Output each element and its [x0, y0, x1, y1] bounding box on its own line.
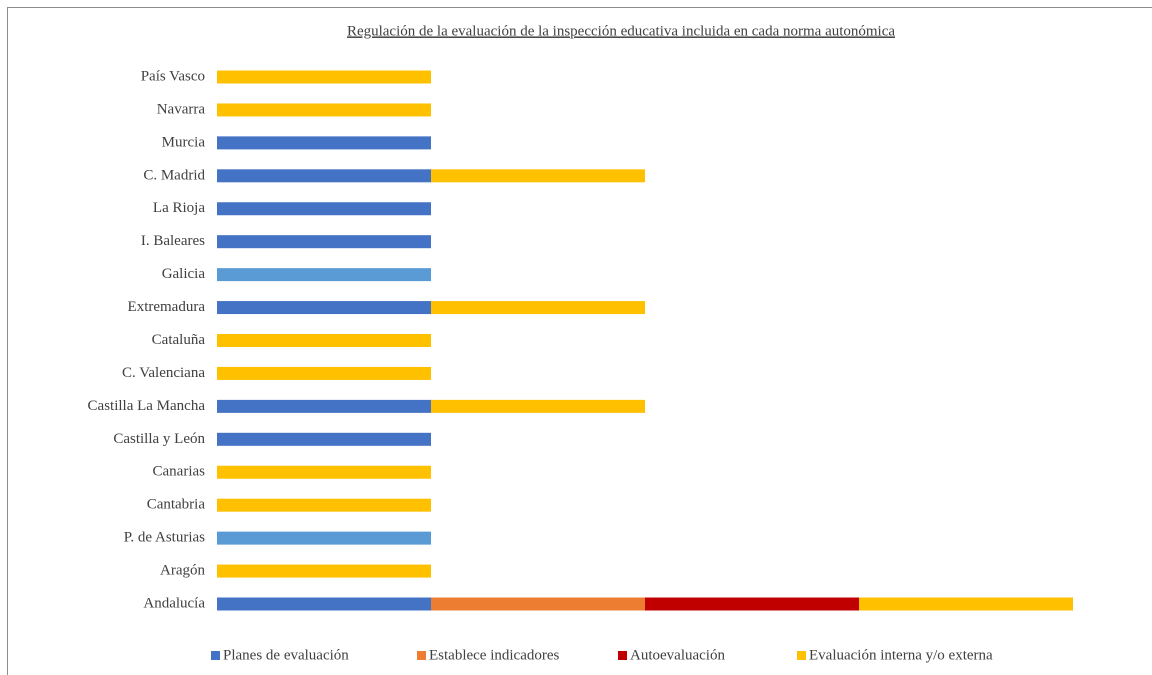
bar-segment — [217, 366, 431, 380]
y-tick-label: Murcia — [162, 134, 206, 150]
legend-label: Autoevaluación — [630, 647, 725, 663]
y-tick-label: C. Valenciana — [122, 365, 205, 381]
legend-label: Establece indicadores — [429, 647, 560, 663]
y-tick-label: I. Baleares — [141, 233, 205, 249]
bar-segment — [217, 531, 431, 545]
bar-segment — [431, 399, 645, 413]
bar-segment — [217, 136, 431, 150]
bar-segment — [217, 334, 431, 347]
y-tick-label: Cataluña — [152, 332, 206, 348]
bar-segment — [217, 465, 431, 479]
y-tick-label: Cantabria — [147, 497, 206, 513]
bar-segment — [217, 202, 431, 216]
bar-segment — [217, 103, 431, 117]
y-tick-label: P. de Asturias — [124, 530, 205, 546]
y-tick-label: Castilla La Mancha — [88, 398, 206, 414]
chart-title: Regulación de la evaluación de la inspec… — [347, 23, 895, 39]
y-tick-label: Castilla y León — [113, 431, 205, 447]
bar-segment — [217, 498, 431, 512]
bar-segment — [217, 235, 431, 249]
chart-frame — [7, 7, 1152, 675]
bar-segment — [217, 564, 431, 578]
bar-segment — [217, 70, 431, 84]
legend-swatch — [417, 651, 426, 660]
bar-segment — [217, 169, 431, 183]
legend-label: Evaluación interna y/o externa — [809, 647, 993, 663]
bar-segment — [217, 301, 431, 315]
bar-segment — [217, 597, 431, 611]
y-tick-label: País Vasco — [141, 68, 205, 84]
bar-segment — [645, 597, 859, 611]
legend-label: Planes de evaluación — [223, 647, 349, 663]
y-tick-label: Galicia — [162, 266, 206, 282]
legend-swatch — [618, 651, 627, 660]
bar-segment — [431, 597, 645, 611]
y-tick-label: Andalucía — [143, 595, 205, 611]
bar-segment — [217, 432, 431, 446]
bar-segment — [431, 301, 645, 315]
y-tick-label: Aragón — [160, 563, 205, 579]
legend-swatch — [797, 651, 806, 660]
bar-segment — [217, 399, 431, 413]
y-tick-label: La Rioja — [153, 200, 205, 216]
y-tick-label: Canarias — [153, 464, 206, 480]
y-tick-label: Extremadura — [128, 299, 206, 315]
y-tick-label: C. Madrid — [143, 167, 205, 183]
y-tick-label: Navarra — [157, 101, 206, 117]
bar-segment — [859, 597, 1073, 611]
bar-segment — [431, 169, 645, 183]
bar-segment — [217, 268, 431, 282]
legend-swatch — [211, 651, 220, 660]
